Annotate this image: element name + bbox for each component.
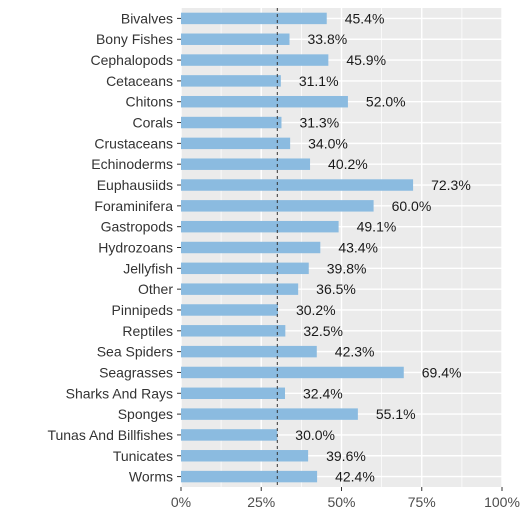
x-tick-label: 100% (484, 494, 520, 510)
data-label: 36.5% (316, 281, 356, 297)
data-label: 42.4% (335, 469, 375, 485)
data-label: 60.0% (392, 198, 432, 214)
category-label: Gastropods (101, 219, 173, 235)
x-axis: 0% 25% 50% 75% 100% (171, 487, 520, 510)
data-label: 40.2% (328, 156, 368, 172)
bar (181, 200, 374, 212)
bar (181, 95, 348, 108)
category-label: Chitons (126, 94, 173, 110)
bars (181, 12, 414, 483)
category-label: Crustaceans (94, 135, 173, 151)
bar (181, 262, 309, 275)
bar (181, 241, 321, 254)
bar (181, 33, 290, 45)
data-label: 39.6% (326, 448, 366, 464)
category-label: Foraminifera (94, 198, 173, 214)
category-label: Sea Spiders (97, 344, 173, 360)
data-label: 39.8% (327, 260, 367, 276)
data-label: 32.4% (303, 385, 343, 401)
category-label: Jellyfish (123, 260, 173, 276)
x-tick-label: 25% (247, 494, 275, 510)
data-label: 45.4% (345, 10, 385, 26)
data-label: 33.8% (307, 31, 347, 47)
category-label: Echinoderms (91, 156, 173, 172)
category-label: Other (138, 281, 173, 297)
bar (181, 116, 282, 129)
data-label: 69.4% (422, 364, 462, 380)
bar (181, 450, 309, 462)
category-label: Hydrozoans (98, 240, 173, 256)
data-label: 31.1% (299, 73, 339, 89)
bar (181, 54, 329, 66)
grid-lines (180, 8, 503, 487)
data-label: 55.1% (376, 406, 416, 422)
data-label: 52.0% (366, 94, 406, 110)
category-label: Sharks And Rays (66, 385, 173, 401)
bar (181, 75, 281, 87)
bar (181, 429, 278, 441)
bar (181, 283, 299, 295)
category-label: Bivalves (121, 10, 173, 26)
bar (181, 179, 414, 191)
data-label: 42.3% (335, 344, 375, 360)
category-label: Sponges (118, 406, 173, 422)
bar (181, 158, 311, 170)
x-tick-label: 75% (408, 494, 436, 510)
data-label: 32.5% (303, 323, 343, 339)
data-label: 30.0% (295, 427, 335, 443)
category-label: Cephalopods (90, 52, 173, 68)
bar (181, 387, 286, 400)
category-label: Tunicates (113, 448, 173, 464)
category-label: Euphausiids (97, 177, 173, 193)
bar (181, 220, 339, 233)
x-tick-label: 50% (327, 494, 355, 510)
bar (181, 470, 318, 483)
data-labels: 45.4% 33.8% 45.9% 31.1% 52.0% 31.3% 34.0% 40.2%… (295, 10, 470, 484)
data-label: 49.1% (357, 219, 397, 235)
category-label: Reptiles (122, 323, 173, 339)
category-label: Pinnipeds (112, 302, 174, 318)
bar (181, 304, 278, 316)
bar (181, 408, 358, 420)
category-label: Cetaceans (106, 73, 173, 89)
bar (181, 325, 286, 337)
category-label: Corals (133, 115, 173, 131)
data-label: 30.2% (296, 302, 336, 318)
category-label: Tunas And Billfishes (47, 427, 173, 443)
data-label: 72.3% (431, 177, 471, 193)
x-tick-label: 0% (171, 494, 191, 510)
bar (181, 12, 327, 25)
category-axis: Bivalves Bony Fishes Cephalopods Cetaceans C… (47, 10, 181, 485)
data-label: 45.9% (346, 52, 386, 68)
category-label: Seagrasses (99, 364, 173, 380)
bar (181, 345, 317, 358)
data-label: 43.4% (338, 240, 378, 256)
category-label: Worms (129, 469, 173, 485)
data-label: 34.0% (308, 135, 348, 151)
category-label: Bony Fishes (96, 31, 173, 47)
bar (181, 137, 291, 150)
bar (181, 366, 404, 379)
data-label: 31.3% (299, 115, 339, 131)
